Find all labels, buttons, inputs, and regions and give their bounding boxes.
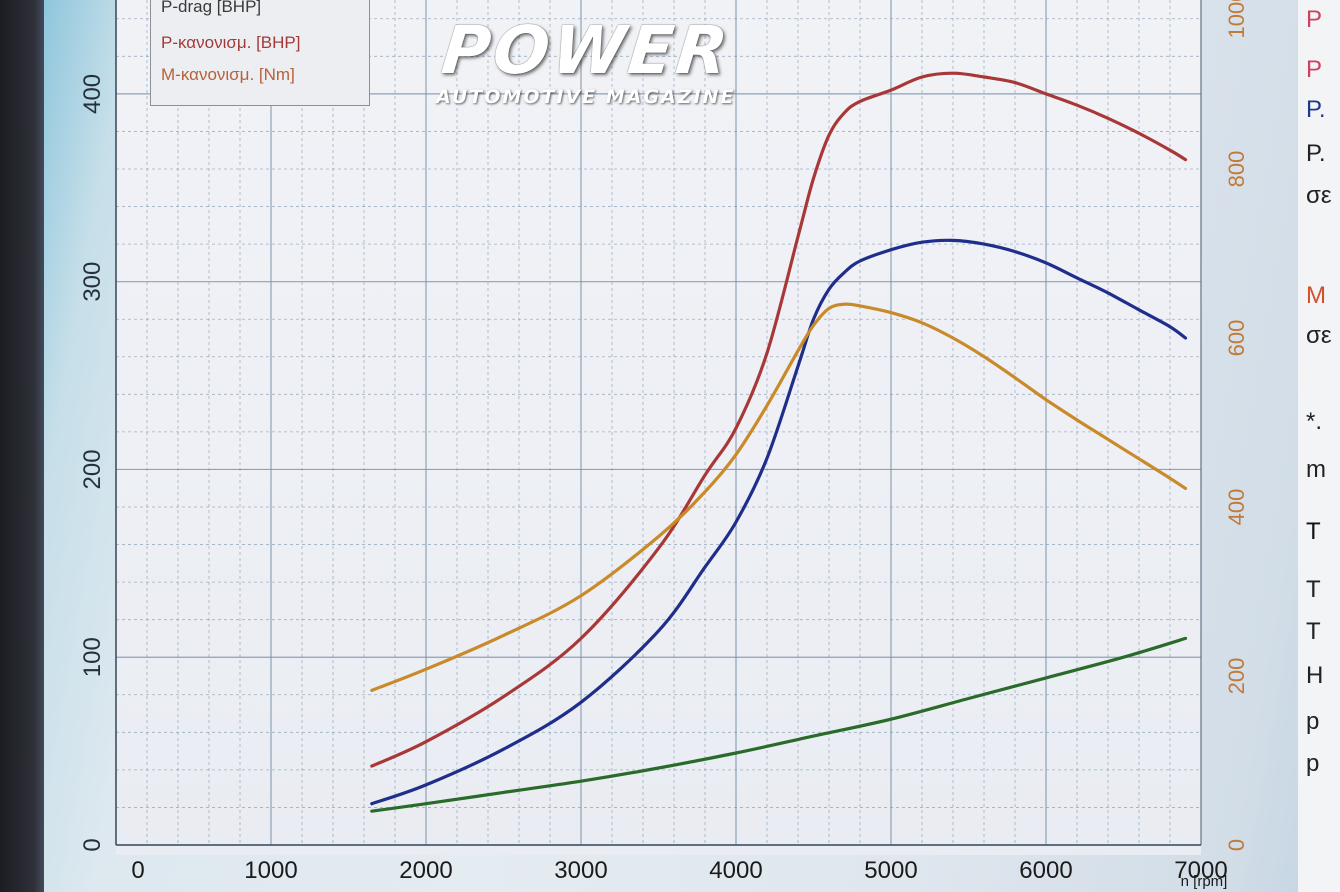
side-text-line: T [1306, 618, 1321, 645]
y-tick-label-left: 300 [79, 262, 106, 302]
side-text-panel: P P P. P. σε M σε *. m T T T H p p [1298, 0, 1340, 892]
side-text-line: P [1306, 6, 1323, 33]
y-tick-label-left: 200 [79, 449, 106, 489]
monitor-bezel [0, 0, 48, 892]
y-tick-label-right: 800 [1224, 151, 1249, 188]
plot-area [116, 0, 1201, 855]
y-tick-label-right: 0 [1224, 839, 1249, 851]
side-text-line: m [1306, 456, 1326, 483]
side-text-line: P. [1306, 96, 1326, 123]
x-tick-label: 6000 [1019, 857, 1072, 884]
side-text-line: M [1306, 282, 1326, 309]
side-text-line: T [1306, 518, 1321, 545]
x-tick-label: 1000 [244, 857, 297, 884]
x-tick-label: 2000 [399, 857, 452, 884]
logo-subtitle: AUTOMOTIVE MAGAZINE [436, 86, 736, 108]
side-text-line: P [1306, 56, 1323, 83]
logo: POWER AUTOMOTIVE MAGAZINE [430, 12, 840, 114]
side-text-line: *. [1306, 408, 1323, 435]
side-text-line: T [1306, 576, 1321, 603]
series-line-1 [370, 238, 1188, 806]
y-tick-label-right: 1000 [1224, 0, 1249, 38]
logo-wordmark: POWER [438, 12, 735, 89]
side-text-line: σε [1306, 182, 1332, 209]
side-text-line: H [1306, 662, 1324, 689]
legend: P-drag [BHP] P-κανονισμ. [BHP] M-κανονισ… [150, 0, 370, 106]
series-line-3 [370, 636, 1188, 813]
legend-item-p-corrected: P-κανονισμ. [BHP] [161, 33, 301, 52]
series-line-0 [370, 71, 1188, 768]
x-tick-label: 0 [131, 857, 144, 884]
y-tick-label-right: 400 [1224, 489, 1249, 526]
series-line-2 [370, 302, 1188, 692]
legend-item-m-corrected: M-κανονισμ. [Nm] [161, 65, 295, 84]
side-text-line: p [1306, 750, 1320, 777]
x-tick-label: 5000 [864, 857, 917, 884]
x-tick-label: 7000 [1174, 857, 1227, 884]
legend-item-p-drag: P-drag [BHP] [161, 0, 262, 16]
y-tick-label-left: 100 [79, 637, 106, 677]
x-tick-label: 4000 [709, 857, 762, 884]
side-text-line: p [1306, 708, 1320, 735]
side-text-line: σε [1306, 322, 1332, 349]
y-tick-label-left: 400 [79, 74, 106, 114]
y-tick-label-right: 600 [1224, 320, 1249, 357]
x-tick-label: 3000 [554, 857, 607, 884]
side-text-line: P. [1306, 140, 1326, 167]
y-tick-label-right: 200 [1224, 658, 1249, 695]
x-axis-label: n [rpm] [1181, 873, 1228, 890]
y-tick-label-left: 0 [79, 838, 106, 851]
